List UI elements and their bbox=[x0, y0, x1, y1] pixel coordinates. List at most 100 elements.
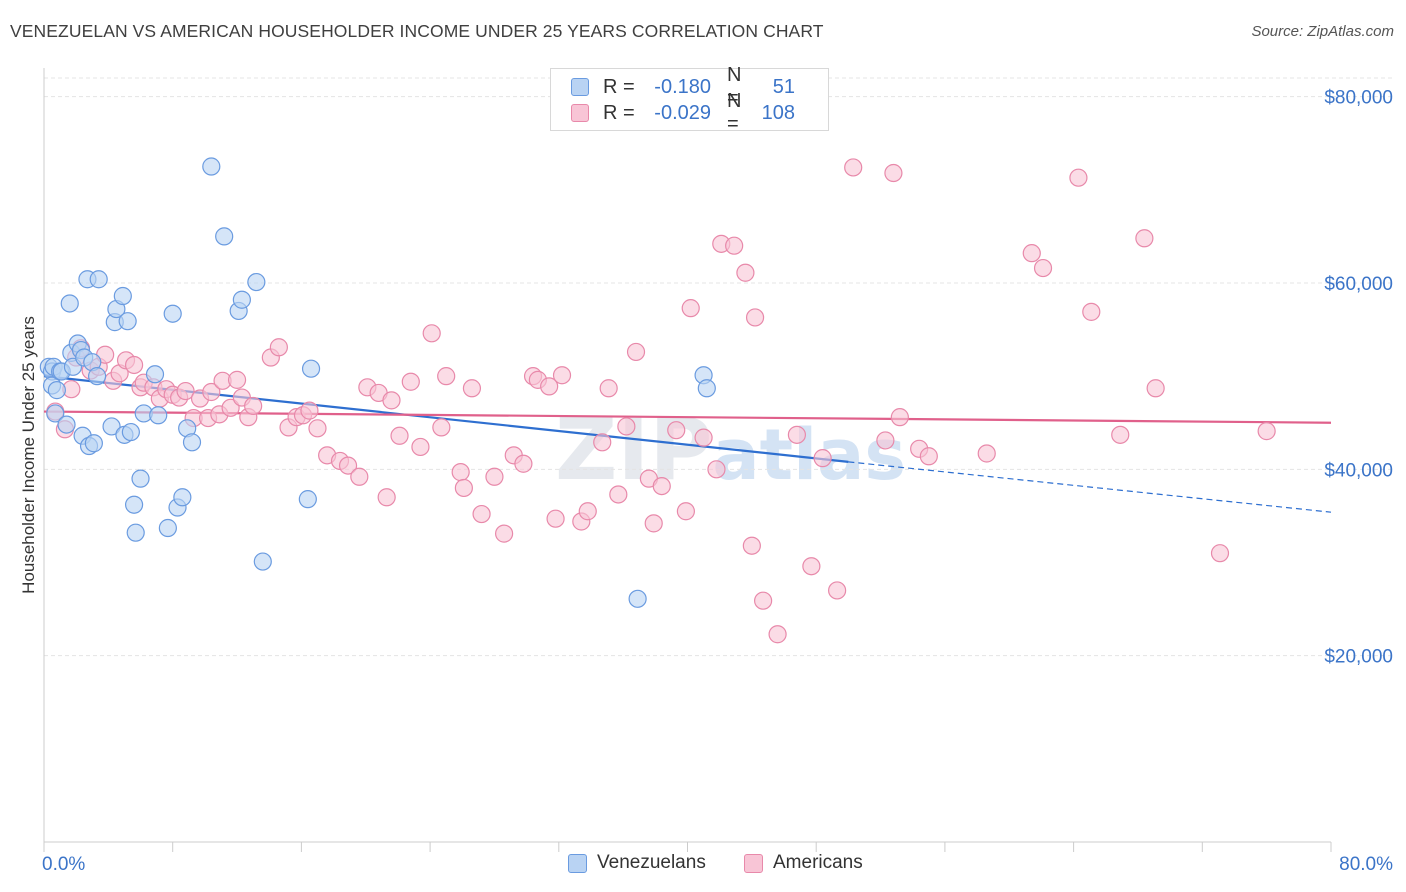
data-points bbox=[39, 157, 1276, 644]
point-venezuelans bbox=[158, 518, 177, 538]
legend-r-value: -0.180 bbox=[654, 75, 711, 98]
y-axis-label: Householder Income Under 25 years bbox=[19, 316, 38, 594]
point-americans bbox=[390, 426, 409, 445]
point-venezuelans bbox=[131, 469, 150, 488]
point-americans bbox=[514, 454, 533, 473]
point-americans bbox=[472, 504, 491, 524]
point-americans bbox=[552, 366, 572, 385]
point-americans bbox=[681, 299, 700, 318]
point-venezuelans bbox=[247, 272, 266, 292]
point-americans bbox=[652, 476, 671, 496]
point-americans bbox=[1111, 425, 1130, 444]
point-americans bbox=[485, 467, 504, 486]
point-venezuelans bbox=[232, 290, 251, 309]
point-americans bbox=[495, 524, 514, 543]
legend-n-label: N = bbox=[727, 90, 742, 135]
legend-r-label: R = bbox=[603, 101, 635, 124]
point-americans bbox=[802, 557, 821, 576]
y-tick-label: $60,000 bbox=[1324, 274, 1393, 295]
point-americans bbox=[338, 456, 358, 475]
point-venezuelans bbox=[89, 270, 108, 289]
point-americans bbox=[382, 391, 401, 410]
point-americans bbox=[599, 379, 618, 398]
point-venezuelans bbox=[173, 488, 192, 507]
legend-swatch-blue bbox=[568, 853, 587, 873]
legend-swatch-blue bbox=[571, 78, 589, 96]
point-venezuelans bbox=[60, 294, 79, 313]
y-tick-label: $40,000 bbox=[1324, 460, 1393, 481]
legend-n-value: 51 bbox=[772, 75, 795, 98]
point-americans bbox=[844, 158, 863, 177]
legend-swatch-pink bbox=[744, 853, 763, 873]
point-americans bbox=[1146, 379, 1165, 398]
point-americans bbox=[401, 372, 420, 391]
point-venezuelans bbox=[182, 433, 202, 452]
point-venezuelans bbox=[46, 404, 65, 423]
point-venezuelans bbox=[628, 589, 647, 608]
point-venezuelans bbox=[215, 227, 234, 246]
point-americans bbox=[736, 263, 755, 282]
point-americans bbox=[422, 324, 441, 343]
bottom-legend-venezuelans: Venezuelans bbox=[568, 852, 706, 874]
point-americans bbox=[676, 502, 695, 521]
point-americans bbox=[890, 408, 909, 427]
legend-n-label: N = bbox=[727, 64, 742, 109]
point-americans bbox=[437, 367, 456, 386]
source-label: Source: ZipAtlas.com bbox=[1251, 23, 1394, 40]
point-americans bbox=[432, 418, 451, 437]
point-americans bbox=[919, 447, 938, 466]
point-venezuelans bbox=[253, 552, 272, 571]
point-americans bbox=[707, 460, 726, 479]
point-americans bbox=[308, 419, 327, 438]
point-americans bbox=[411, 437, 430, 457]
point-americans bbox=[377, 488, 396, 507]
point-americans bbox=[462, 379, 482, 398]
legend-label-americans: Americans bbox=[773, 852, 863, 873]
point-americans bbox=[644, 514, 663, 533]
point-venezuelans bbox=[84, 434, 103, 453]
x-tick-label-max: 80.0% bbox=[1339, 854, 1393, 875]
point-venezuelans bbox=[202, 157, 221, 176]
chart-title: VENEZUELAN VS AMERICAN HOUSEHOLDER INCOM… bbox=[10, 21, 824, 41]
y-tick-label: $20,000 bbox=[1324, 647, 1393, 668]
point-americans bbox=[593, 433, 612, 452]
point-americans bbox=[626, 342, 646, 362]
point-americans bbox=[540, 377, 559, 396]
legend-label-venezuelans: Venezuelans bbox=[597, 852, 706, 873]
point-venezuelans bbox=[118, 312, 137, 331]
point-americans bbox=[546, 509, 565, 528]
point-venezuelans bbox=[301, 359, 321, 378]
bottom-legend-americans: Americans bbox=[744, 852, 863, 874]
point-venezuelans bbox=[47, 381, 66, 400]
point-venezuelans bbox=[145, 365, 165, 384]
point-americans bbox=[1033, 258, 1053, 278]
tick-labels: $20,000 $40,000 $60,000 $80,000 0.0% 80.0% Hou… bbox=[19, 88, 1393, 875]
point-venezuelans bbox=[124, 495, 144, 514]
point-americans bbox=[578, 502, 597, 521]
point-venezuelans bbox=[149, 406, 168, 425]
point-venezuelans bbox=[102, 417, 121, 436]
point-venezuelans bbox=[697, 379, 716, 398]
point-venezuelans bbox=[298, 490, 317, 509]
point-venezuelans bbox=[57, 415, 76, 434]
point-americans bbox=[300, 401, 319, 420]
watermark-atlas: atlas bbox=[712, 414, 906, 496]
point-americans bbox=[1022, 244, 1041, 263]
legend-n-value: 108 bbox=[761, 101, 795, 124]
point-americans bbox=[1082, 302, 1101, 321]
trend-line-venezuelans-extension bbox=[848, 461, 1332, 513]
point-venezuelans bbox=[121, 422, 140, 442]
axes bbox=[43, 68, 1332, 852]
point-venezuelans bbox=[126, 523, 145, 542]
point-americans bbox=[694, 428, 713, 447]
point-americans bbox=[828, 581, 847, 600]
y-tick-label: $80,000 bbox=[1324, 88, 1393, 109]
x-tick-label-min: 0.0% bbox=[42, 854, 85, 875]
point-americans bbox=[451, 463, 470, 482]
point-venezuelans bbox=[87, 367, 107, 386]
point-americans bbox=[1257, 422, 1276, 441]
point-americans bbox=[269, 338, 288, 357]
stats-legend: R = -0.180 N = 51 R = -0.029 N = 108 bbox=[550, 64, 829, 135]
point-venezuelans bbox=[163, 304, 182, 323]
